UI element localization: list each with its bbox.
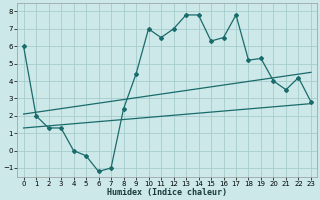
X-axis label: Humidex (Indice chaleur): Humidex (Indice chaleur) <box>107 188 227 197</box>
